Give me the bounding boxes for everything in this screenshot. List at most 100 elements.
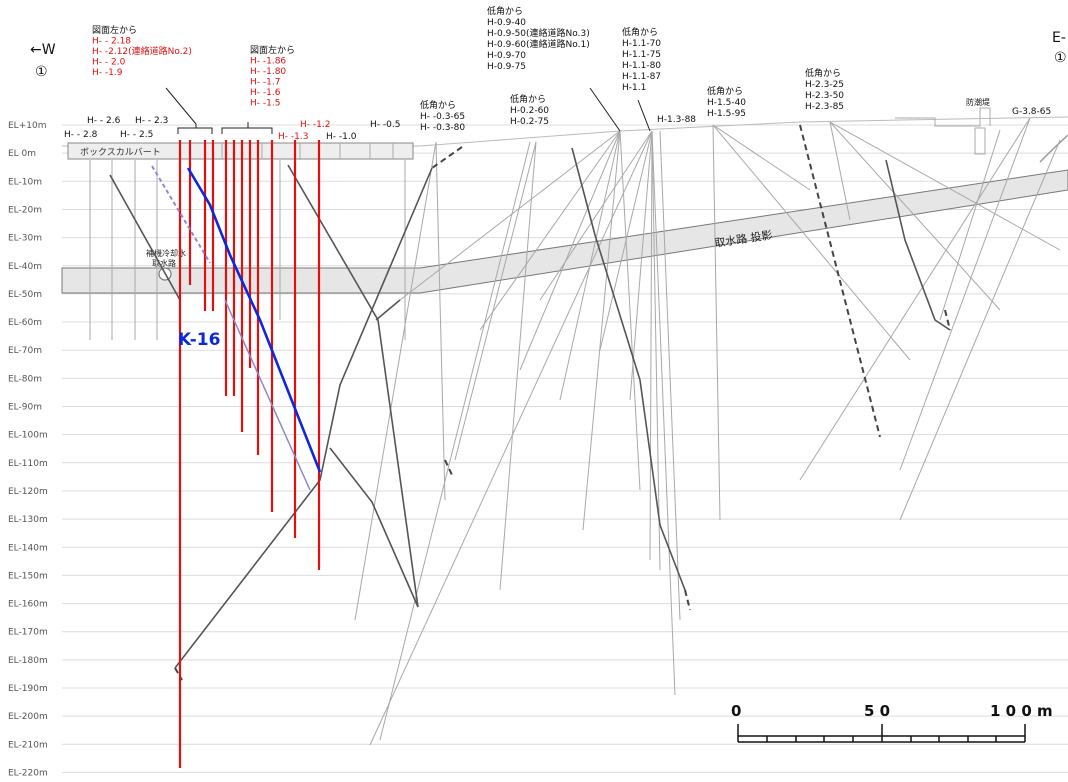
label-h25: H- - 2.5 bbox=[120, 130, 153, 140]
k16-borehole bbox=[186, 167, 322, 473]
box-culvert bbox=[67, 142, 414, 160]
group-mid-item: H- -1.80 bbox=[250, 67, 286, 77]
label-h12: H- -1.2 bbox=[300, 120, 330, 130]
intake-channel-band bbox=[61, 169, 1068, 294]
label-seawall: 防潮堤 bbox=[966, 97, 990, 107]
label-h26: H- - 2.6 bbox=[87, 116, 121, 126]
elevation-label: EL-90m bbox=[8, 403, 42, 413]
group-mid-item: H- -1.86 bbox=[250, 57, 286, 67]
group-left-item: H- -1.9 bbox=[92, 68, 123, 78]
group-09-heading: 低角から bbox=[487, 5, 523, 17]
scale-label-0: 0 bbox=[731, 702, 741, 720]
elevation-label: EL 0m bbox=[8, 149, 36, 159]
label-h23: H- - 2.3 bbox=[135, 116, 168, 126]
elevation-label: EL-50m bbox=[8, 290, 42, 300]
group-left-item: H- -2.12(連絡道路No.2) bbox=[92, 45, 192, 57]
elevation-label: EL-10m bbox=[8, 177, 42, 187]
elevation-label: EL-60m bbox=[8, 318, 42, 328]
box-culvert-dividers bbox=[221, 143, 394, 159]
boreholes-gray bbox=[89, 117, 1061, 746]
group-11-item: H-1.1 bbox=[622, 83, 646, 93]
elevation-label: EL-100m bbox=[8, 431, 48, 441]
elevation-label: EL-20m bbox=[8, 205, 42, 215]
east-slope bbox=[1039, 134, 1068, 163]
group-23-item: H-2.3-50 bbox=[805, 91, 844, 101]
group-03-item: H- -0.3-80 bbox=[420, 123, 465, 133]
top-labels: H- - 2.6 H- - 2.3 H- - 2.8 H- - 2.5 H- -… bbox=[64, 97, 1051, 142]
group-left-item: H- - 2.18 bbox=[92, 37, 131, 47]
group-23-item: H-2.3-85 bbox=[805, 102, 844, 112]
east-arrow: E- bbox=[1052, 30, 1066, 46]
group-23-heading: 低角から bbox=[805, 67, 841, 79]
seawall-profile bbox=[895, 107, 991, 127]
boreholes-red bbox=[178, 140, 321, 768]
group-11-heading: 低角から bbox=[622, 26, 658, 38]
scale-label-50: 5 0 bbox=[864, 702, 890, 720]
elevation-label: EL-170m bbox=[8, 628, 48, 638]
elevation-axis: EL+10m EL 0m EL-10m EL-20m EL-30m EL-40m EL-50… bbox=[8, 121, 48, 778]
elevation-label: EL-30m bbox=[8, 234, 42, 244]
group-15-heading: 低角から bbox=[707, 85, 743, 97]
cooling-channel-label-1: 補機冷却水 bbox=[146, 248, 186, 258]
west-marker: ① bbox=[35, 64, 48, 80]
group-15-item: H-1.5-40 bbox=[707, 98, 746, 108]
group-15-item: H-1.5-95 bbox=[707, 109, 746, 119]
elevation-label: EL-200m bbox=[8, 712, 48, 722]
cooling-channel-label-2: 取水路 bbox=[152, 258, 176, 268]
box-culvert-label: ボックスカルバート bbox=[80, 147, 161, 158]
label-h13-88: H-1.3-88 bbox=[657, 115, 696, 125]
elevation-label: EL-210m bbox=[8, 740, 48, 750]
elevation-label: EL-40m bbox=[8, 262, 42, 272]
group-03-item: H- -0.3-65 bbox=[420, 112, 465, 122]
elevation-label: EL-70m bbox=[8, 346, 42, 356]
group-11-item: H-1.1-75 bbox=[622, 50, 661, 60]
elevation-label: EL-160m bbox=[8, 600, 48, 610]
group-11-item: H-1.1-80 bbox=[622, 61, 661, 71]
elevation-gridlines bbox=[62, 124, 1068, 773]
elevation-label: EL-150m bbox=[8, 571, 48, 581]
group-09-item: H-0.9-40 bbox=[487, 18, 526, 28]
group-02-item: H-0.2-75 bbox=[510, 117, 549, 127]
group-09-item: H-0.9-70 bbox=[487, 51, 526, 61]
group-11-item: H-1.1-87 bbox=[622, 72, 661, 82]
elevation-label: EL+10m bbox=[8, 121, 46, 131]
elevation-label: EL-180m bbox=[8, 656, 48, 666]
group-09-item: H-0.9-50(連絡道路No.3) bbox=[487, 27, 590, 39]
group-left-heading: 図面左から bbox=[92, 24, 137, 36]
group-09-item: H-0.9-75 bbox=[487, 62, 526, 72]
elevation-label: EL-120m bbox=[8, 487, 48, 497]
k16-borehole-faint bbox=[151, 165, 211, 264]
elevation-label: EL-110m bbox=[8, 459, 48, 469]
elevation-label: EL-190m bbox=[8, 684, 48, 694]
group-left-item: H- - 2.0 bbox=[92, 58, 126, 68]
group-mid-item: H- -1.7 bbox=[250, 78, 280, 88]
elevation-label: EL-80m bbox=[8, 374, 42, 384]
west-arrow: ←W bbox=[30, 42, 56, 58]
east-marker: ① bbox=[1054, 50, 1067, 66]
k16-projection-faint bbox=[224, 299, 311, 491]
k16-label: K-16 bbox=[178, 330, 220, 350]
group-02-item: H-0.2-60 bbox=[510, 106, 549, 116]
elevation-label: EL-130m bbox=[8, 515, 48, 525]
label-h13: H- -1.3 bbox=[278, 132, 308, 142]
group-02-heading: 低角から bbox=[510, 93, 546, 105]
label-g38: G-3.8-65 bbox=[1012, 107, 1051, 117]
group-23-item: H-2.3-25 bbox=[805, 80, 844, 90]
group-11-item: H-1.1-70 bbox=[622, 39, 661, 49]
label-brackets bbox=[165, 87, 651, 134]
group-09-item: H-0.9-60(連絡道路No.1) bbox=[487, 38, 590, 50]
group-mid-heading: 図面左から bbox=[250, 44, 295, 56]
group-mid-item: H- -1.5 bbox=[250, 99, 280, 109]
label-h10: H- -1.0 bbox=[326, 132, 357, 142]
label-h05: H- -0.5 bbox=[370, 120, 400, 130]
elevation-label: EL-140m bbox=[8, 543, 48, 553]
scale-bar bbox=[737, 724, 1026, 743]
group-mid-item: H- -1.6 bbox=[250, 88, 281, 98]
seawall-post bbox=[974, 127, 986, 155]
label-h28: H- - 2.8 bbox=[64, 130, 98, 140]
elevation-label: EL-220m bbox=[8, 768, 48, 778]
scale-label-100: 1 0 0 m bbox=[990, 702, 1053, 720]
